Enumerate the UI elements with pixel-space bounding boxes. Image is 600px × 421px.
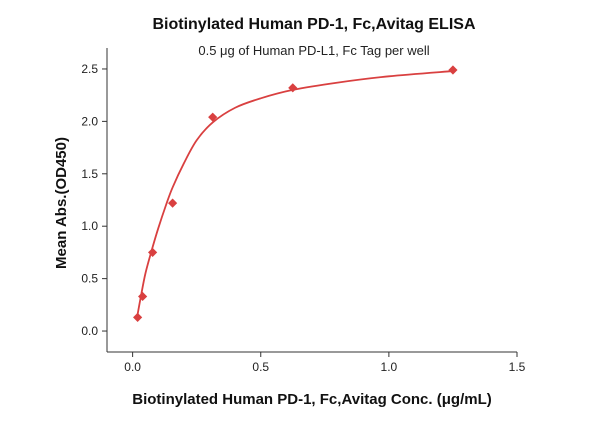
data-point-marker xyxy=(448,65,458,75)
chart-subtitle: 0.5 μg of Human PD-L1, Fc Tag per well xyxy=(198,43,429,58)
chart-title: Biotinylated Human PD-1, Fc,Avitag ELISA xyxy=(152,16,475,33)
data-point-marker xyxy=(138,291,148,302)
data-point-marker xyxy=(208,112,218,122)
x-axis-ticks: 0.0 0.5 1.0 1.5 xyxy=(124,352,526,374)
fit-curve xyxy=(136,70,454,315)
x-tick-label: 0.0 xyxy=(124,360,141,374)
data-point-marker xyxy=(133,312,143,323)
y-tick-label: 0.0 xyxy=(81,324,98,338)
x-axis-label: Biotinylated Human PD-1, Fc,Avitag Conc.… xyxy=(132,391,491,408)
y-tick-label: 1.0 xyxy=(81,219,98,233)
y-tick-label: 2.5 xyxy=(81,62,98,76)
y-axis-label: Mean Abs.(OD450) xyxy=(53,137,70,269)
y-tick-label: 2.0 xyxy=(81,114,98,128)
data-points xyxy=(133,65,458,323)
y-tick-label: 0.5 xyxy=(81,272,98,286)
x-tick-label: 0.5 xyxy=(252,360,269,374)
y-axis-ticks: 0.0 0.5 1.0 1.5 2.0 2.5 xyxy=(81,62,107,338)
data-point-marker xyxy=(288,83,298,93)
x-tick-label: 1.0 xyxy=(381,360,398,374)
data-point-marker xyxy=(168,198,178,208)
x-tick-label: 1.5 xyxy=(509,360,526,374)
y-tick-label: 1.5 xyxy=(81,167,98,181)
data-point-marker xyxy=(148,247,158,258)
